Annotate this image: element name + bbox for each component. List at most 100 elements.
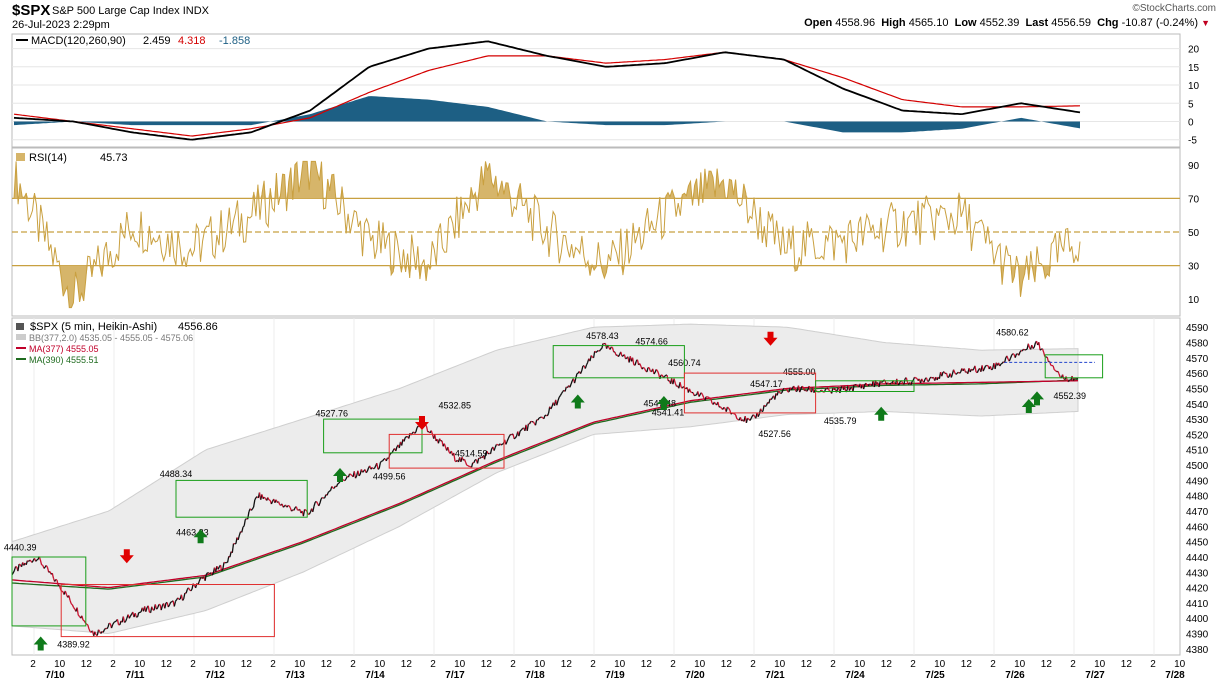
price-segment	[293, 507, 296, 511]
price-tick-label: 4460	[1186, 522, 1209, 533]
price-segment	[430, 430, 434, 435]
price-segment	[532, 421, 535, 424]
price-segment	[337, 482, 340, 485]
price-segment	[222, 562, 225, 570]
signal-box	[815, 380, 915, 392]
price-annotation: 4514.59	[455, 449, 488, 459]
price-segment	[86, 623, 89, 626]
chg-value: -10.87 (-0.24%)	[1121, 17, 1199, 29]
price-segment	[569, 383, 572, 388]
price-segment	[447, 446, 450, 453]
price-segment	[327, 490, 330, 493]
high-value: 4565.10	[908, 17, 949, 29]
x-tick-label: 12	[241, 659, 253, 670]
buy-arrow-icon	[1021, 399, 1036, 414]
price-legend-swatch	[16, 323, 24, 330]
price-segment	[173, 601, 177, 607]
x-tick-label: 2	[1150, 659, 1156, 670]
x-tick-label: 12	[961, 659, 973, 670]
price-segment	[291, 509, 294, 512]
price-segment	[1012, 353, 1015, 355]
x-date-label: 7/25	[925, 670, 945, 680]
price-segment	[102, 629, 105, 633]
price-segment	[867, 383, 871, 387]
price-segment	[592, 351, 596, 358]
quote-bar: Open 4558.96 High 4565.10 Low 4552.39 La…	[804, 17, 1210, 29]
price-segment	[862, 384, 866, 390]
price-segment	[557, 396, 560, 401]
price-segment	[18, 563, 21, 566]
price-segment	[1039, 348, 1042, 351]
rsi-tick-label: 90	[1188, 161, 1200, 172]
price-segment	[489, 448, 493, 454]
price-segment	[642, 366, 645, 369]
price-segment	[768, 398, 771, 404]
price-segment	[830, 388, 834, 394]
price-segment	[556, 400, 559, 406]
price-segment	[896, 378, 899, 386]
price-tick-label: 4380	[1186, 645, 1209, 656]
price-segment	[769, 398, 772, 401]
x-date-label: 7/10	[45, 670, 65, 680]
price-tick-label: 4440	[1186, 553, 1209, 564]
x-date-label: 7/18	[525, 670, 545, 680]
price-segment	[1065, 376, 1068, 382]
price-segment	[96, 629, 100, 636]
x-tick-label: 10	[214, 659, 226, 670]
x-tick-label: 10	[1094, 659, 1106, 670]
price-segment	[855, 384, 859, 387]
price-segment	[888, 382, 891, 385]
price-annotation: 4578.43	[586, 331, 619, 341]
price-segment	[869, 383, 871, 386]
x-tick-label: 10	[454, 659, 466, 670]
price-segment	[112, 622, 115, 625]
price-segment	[187, 587, 191, 591]
price-segment	[403, 437, 406, 442]
price-segment	[1057, 371, 1060, 375]
macd-tick-label: 0	[1188, 117, 1194, 128]
price-segment	[757, 413, 761, 417]
signal-value: 4.318	[178, 35, 206, 47]
x-date-label: 7/27	[1085, 670, 1105, 680]
price-segment	[898, 381, 901, 385]
price-segment	[623, 354, 627, 359]
price-segment	[464, 461, 468, 466]
macd-tick-label: -5	[1188, 136, 1197, 147]
bb-legend-swatch	[16, 334, 26, 340]
x-date-label: 7/28	[1165, 670, 1185, 680]
price-segment	[795, 390, 798, 393]
last-value: 4556.59	[1051, 17, 1091, 29]
price-segment	[401, 439, 404, 446]
x-axis: 2 10 12 2 10 12 2 10 12 2 10 12 2 10 12 2 10 12 2 10 12 2 10 12…	[30, 659, 1185, 680]
price-segment	[547, 406, 551, 414]
price-segment	[806, 389, 809, 392]
price-segment	[726, 406, 730, 409]
rsi-tick-label: 70	[1188, 194, 1200, 205]
price-segment	[425, 426, 429, 433]
x-tick-label: 12	[641, 659, 653, 670]
price-segment	[1014, 353, 1018, 358]
price-segment	[1033, 342, 1037, 348]
price-segment	[1027, 343, 1031, 348]
price-segment	[17, 563, 20, 572]
x-tick-label: 12	[561, 659, 573, 670]
price-segment	[559, 393, 563, 396]
price-segment	[1000, 362, 1003, 365]
price-segment	[999, 363, 1002, 367]
buy-arrow-icon	[1030, 391, 1044, 406]
x-tick-label: 10	[374, 659, 386, 670]
price-segment	[581, 365, 584, 372]
price-segment	[416, 425, 419, 428]
price-segment	[439, 438, 442, 442]
price-segment	[700, 392, 704, 395]
price-segment	[226, 556, 230, 563]
price-segment	[241, 526, 244, 533]
price-segment	[903, 378, 906, 385]
signal-box	[388, 433, 505, 469]
price-segment	[546, 412, 550, 417]
price-segment	[270, 500, 274, 505]
price-segment	[94, 631, 97, 636]
price-title: $SPX (5 min, Heikin-Ashi)	[30, 321, 157, 333]
sell-arrow-icon	[119, 549, 134, 564]
x-tick-label: 2	[30, 659, 36, 670]
